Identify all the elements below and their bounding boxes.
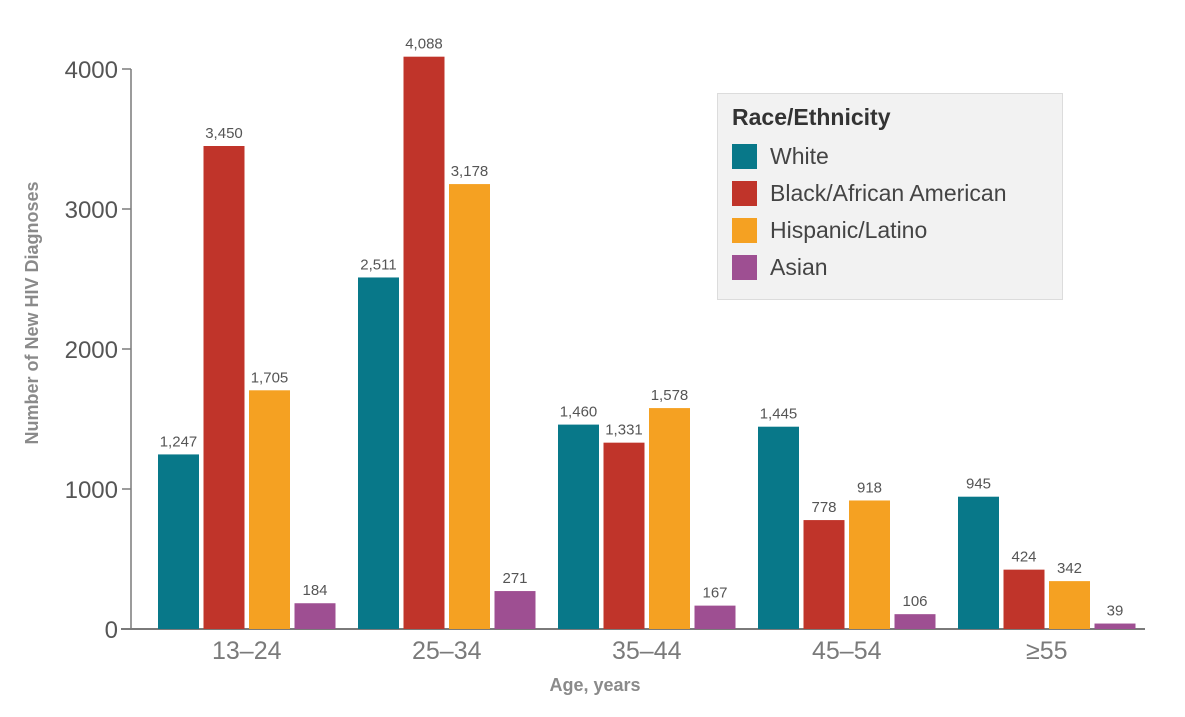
bar-value-label: 1,578 <box>651 387 689 404</box>
legend-item-black-african-american: Black/African American <box>732 175 1048 212</box>
bars <box>158 56 1136 630</box>
bar <box>449 184 490 629</box>
bar-value-label: 3,450 <box>205 125 243 142</box>
legend-item-white: White <box>732 138 1048 175</box>
x-tick-label: 45–54 <box>812 637 882 665</box>
bar <box>358 277 399 629</box>
bar-value-label: 424 <box>1011 549 1036 566</box>
y-tick-label: 0 <box>105 617 118 644</box>
bar <box>203 146 245 629</box>
legend: Race/Ethnicity White Black/African Ameri… <box>717 93 1063 300</box>
legend-item-hispanic-latino: Hispanic/Latino <box>732 212 1048 249</box>
x-tick-label: 25–34 <box>412 637 482 665</box>
bar-value-label: 167 <box>702 585 727 602</box>
y-tick-label: 4000 <box>65 57 118 84</box>
bar <box>694 605 736 629</box>
legend-label: White <box>770 143 829 169</box>
bar <box>294 603 336 629</box>
bar-value-label: 1,460 <box>560 404 598 421</box>
x-axis-title: Age, years <box>549 675 640 695</box>
bar-value-label: 918 <box>857 479 882 496</box>
bar <box>958 496 999 629</box>
legend-item-asian: Asian <box>732 249 1048 286</box>
data-labels: 1,247 3,450 1,705 184 2,511 4,088 3,178 271 1,46… <box>160 36 1124 620</box>
legend-swatch-black-african-american <box>732 181 757 206</box>
bar <box>494 591 536 629</box>
bar-value-label: 945 <box>966 476 991 493</box>
bar <box>849 500 890 629</box>
bar-value-label: 1,445 <box>760 406 798 423</box>
legend-title: Race/Ethnicity <box>732 104 891 130</box>
bar-value-label: 184 <box>302 582 327 599</box>
bar <box>558 424 599 629</box>
bar-value-label: 3,178 <box>451 163 489 180</box>
bar <box>758 426 799 629</box>
legend-label: Hispanic/Latino <box>770 217 928 243</box>
y-tick-label: 1000 <box>65 477 118 504</box>
bar-value-label: 2,511 <box>360 256 396 273</box>
bar <box>249 390 290 629</box>
legend-swatch-white <box>732 144 757 169</box>
x-tick-label: 35–44 <box>612 637 682 665</box>
bar-value-label: 342 <box>1057 560 1082 577</box>
legend-swatch-hispanic-latino <box>732 218 757 243</box>
axes: 0 1000 2000 3000 4000 13–24 25–34 35–44 45–54 ≥55 <box>65 57 1145 665</box>
legend-label: Asian <box>770 254 828 280</box>
bar-value-label: 1,247 <box>160 433 198 450</box>
y-tick-label: 2000 <box>65 337 118 364</box>
bar-value-label: 39 <box>1107 603 1124 620</box>
y-tick-label: 3000 <box>65 197 118 224</box>
bar-value-label: 1,331 <box>605 422 643 439</box>
bar <box>1003 569 1045 629</box>
bar-value-label: 106 <box>902 593 927 610</box>
legend-swatch-asian <box>732 255 757 280</box>
bar <box>803 520 845 629</box>
x-tick-label: 13–24 <box>212 637 282 665</box>
bar <box>1049 581 1090 629</box>
bar-value-label: 778 <box>811 499 836 516</box>
bar-value-label: 1,705 <box>251 369 289 386</box>
x-tick-label: ≥55 <box>1026 637 1068 665</box>
bar-value-label: 4,088 <box>405 36 443 53</box>
bar <box>158 454 199 629</box>
bar <box>1094 623 1136 629</box>
bar <box>894 614 936 629</box>
bar <box>403 56 445 630</box>
bar <box>649 408 690 629</box>
legend-label: Black/African American <box>770 180 1007 206</box>
bar <box>603 442 645 629</box>
y-axis-title: Number of New HIV Diagnoses <box>22 181 42 444</box>
bar-value-label: 271 <box>502 570 527 587</box>
